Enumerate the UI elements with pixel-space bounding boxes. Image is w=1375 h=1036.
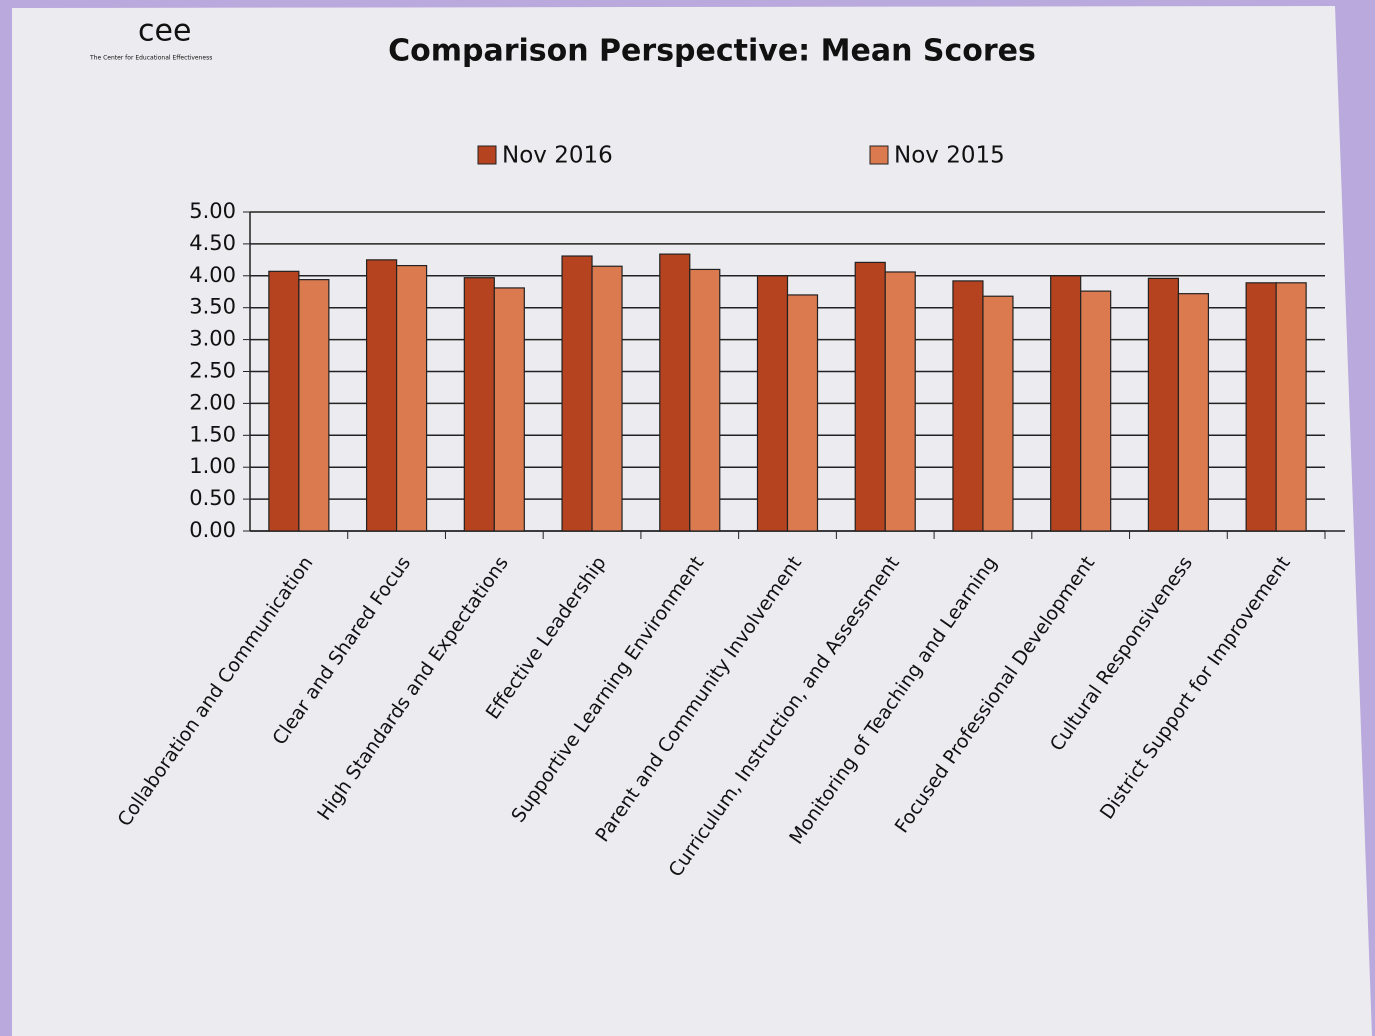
legend-swatch xyxy=(869,145,889,165)
bar xyxy=(854,261,886,532)
bar xyxy=(982,295,1014,532)
y-tick-label: 5.00 xyxy=(189,199,236,223)
bar xyxy=(365,259,398,532)
y-tick-label: 2.00 xyxy=(189,390,236,414)
bar xyxy=(884,271,916,532)
bar xyxy=(1245,282,1277,532)
bar xyxy=(463,277,495,532)
logo-tagline: The Center for Educational Effectiveness xyxy=(89,55,212,62)
y-tick-label: 3.50 xyxy=(189,295,236,319)
y-tick-label: 3.00 xyxy=(189,327,236,351)
bar xyxy=(1177,293,1210,532)
y-tick-label: 2.50 xyxy=(189,359,236,383)
bar xyxy=(493,287,525,532)
y-tick-label: 1.00 xyxy=(189,454,236,478)
bar xyxy=(1050,275,1082,532)
y-tick-label: 0.50 xyxy=(189,486,236,510)
legend-label: Nov 2016 xyxy=(502,143,613,169)
bar xyxy=(689,268,721,532)
legend-label: Nov 2015 xyxy=(894,143,1005,169)
bar xyxy=(561,255,593,532)
bar xyxy=(298,279,330,532)
y-tick-label: 4.00 xyxy=(189,263,236,287)
bar xyxy=(659,253,691,532)
bar xyxy=(786,294,819,532)
bar xyxy=(756,275,789,532)
bar xyxy=(952,280,984,532)
bar xyxy=(395,264,428,532)
y-tick-label: 4.50 xyxy=(189,231,236,255)
y-tick-label: 0.00 xyxy=(189,518,236,542)
bar xyxy=(1080,290,1112,532)
bar xyxy=(268,270,300,532)
y-tick-label: 1.50 xyxy=(189,422,236,446)
bar xyxy=(591,265,623,532)
bar xyxy=(1147,277,1180,532)
chart-title: Comparison Perspective: Mean Scores xyxy=(388,34,1036,69)
bar xyxy=(1275,282,1307,532)
logo: cee xyxy=(138,14,191,49)
legend-swatch xyxy=(477,145,497,165)
